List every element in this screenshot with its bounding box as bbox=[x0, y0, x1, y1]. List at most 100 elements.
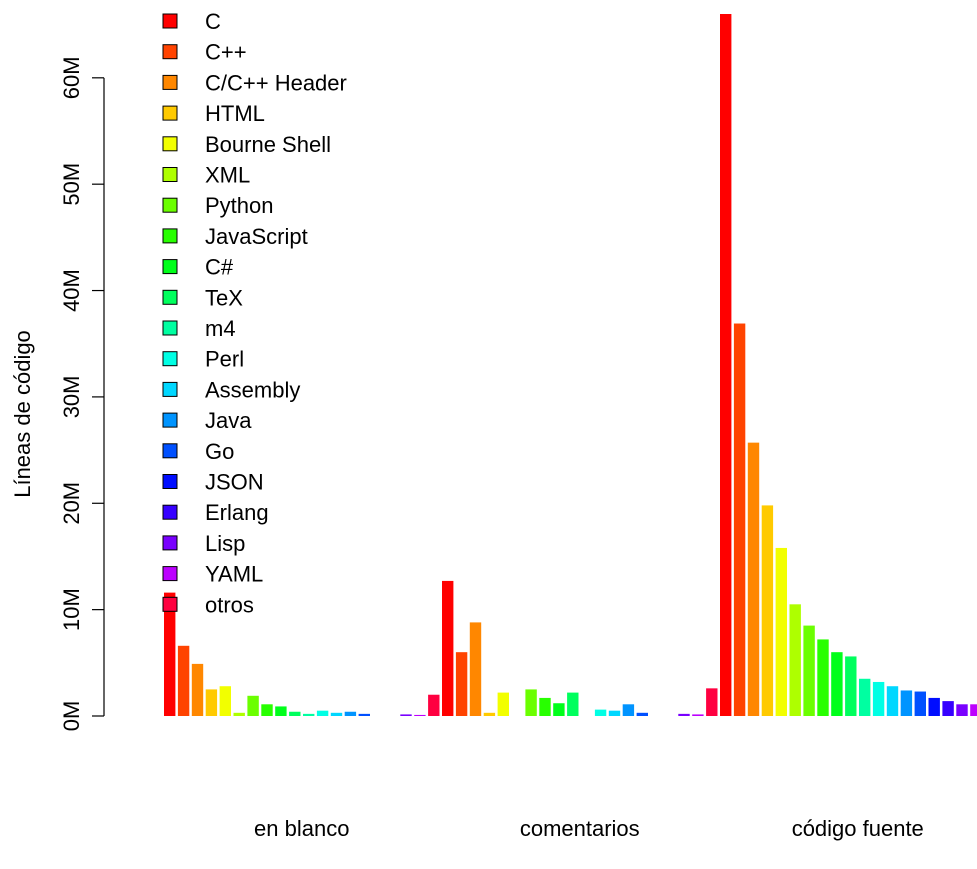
legend-swatch bbox=[162, 289, 178, 305]
legend-label: Bourne Shell bbox=[205, 132, 331, 157]
legend-label: Java bbox=[205, 408, 252, 433]
bar-tex-0 bbox=[289, 711, 301, 716]
legend-swatch bbox=[162, 351, 178, 367]
y-tick-label: 30M bbox=[59, 376, 84, 419]
legend-swatch bbox=[162, 412, 178, 428]
y-tick-label: 0M bbox=[59, 701, 84, 732]
legend-swatch bbox=[162, 443, 178, 459]
legend-label: Perl bbox=[205, 347, 244, 372]
bar-erlang-2 bbox=[942, 701, 954, 716]
bar-c--0 bbox=[275, 706, 287, 716]
bar-javascript-0 bbox=[261, 704, 273, 716]
legend-swatch bbox=[162, 167, 178, 182]
bar-bourne-shell-0 bbox=[219, 686, 231, 716]
bar-bourne-shell-1 bbox=[497, 692, 509, 716]
bar-otros-1 bbox=[706, 688, 718, 716]
bar-xml-0 bbox=[233, 712, 245, 716]
bar-html-1 bbox=[483, 712, 496, 716]
legend-label: Erlang bbox=[205, 500, 269, 525]
y-axis: 0M 10M 20M 30M 40M 50M 60M bbox=[59, 56, 105, 732]
y-tick-label: 40M bbox=[59, 269, 84, 312]
category-labels: en blanco comentarios código fuente bbox=[254, 816, 924, 841]
legend-label: C# bbox=[205, 255, 234, 280]
bar-java-2 bbox=[900, 690, 913, 716]
y-tick-label: 50M bbox=[59, 163, 84, 206]
bar-assembly-0 bbox=[330, 712, 343, 716]
legend-swatch bbox=[162, 566, 178, 582]
bar-tex-1 bbox=[567, 692, 579, 716]
y-tick-label: 60M bbox=[59, 56, 84, 99]
bar-bourne-shell-2 bbox=[775, 547, 787, 716]
legend-label: Assembly bbox=[205, 377, 300, 402]
bar-javascript-2 bbox=[817, 639, 829, 716]
legend-swatch bbox=[162, 13, 178, 29]
bar-lisp-0 bbox=[400, 714, 412, 716]
bar-c-c-header-2 bbox=[747, 442, 760, 716]
bar-c--2 bbox=[733, 323, 746, 716]
bar-xml-2 bbox=[789, 604, 801, 716]
legend-label: JavaScript bbox=[205, 224, 308, 249]
legend-label: JSON bbox=[205, 470, 264, 495]
bar-c-c-header-0 bbox=[191, 663, 204, 716]
bar-c-c-header-1 bbox=[469, 622, 482, 716]
bar-otros-0 bbox=[428, 694, 440, 716]
legend-swatch bbox=[162, 535, 178, 551]
bar-html-2 bbox=[761, 505, 774, 716]
legend: C C++ C/C++ Header HTML Bourne Shell XML Pytho… bbox=[162, 9, 347, 617]
bar-go-0 bbox=[358, 713, 370, 716]
category-label: comentarios bbox=[520, 816, 640, 841]
legend-swatch bbox=[162, 381, 178, 397]
bar-tex-2 bbox=[845, 656, 857, 716]
legend-swatch bbox=[162, 596, 178, 612]
bar-java-1 bbox=[622, 704, 635, 716]
legend-label: C/C++ Header bbox=[205, 70, 347, 95]
bar-go-1 bbox=[636, 712, 648, 716]
bar-c--2 bbox=[831, 652, 843, 716]
legend-swatch bbox=[162, 197, 178, 213]
legend-swatch bbox=[162, 228, 178, 244]
bar-python-1 bbox=[525, 689, 537, 716]
bar-c--0 bbox=[177, 645, 190, 716]
legend-swatch bbox=[162, 44, 178, 60]
bars bbox=[164, 14, 977, 716]
legend-swatch bbox=[162, 504, 178, 520]
bar-perl-0 bbox=[316, 710, 329, 716]
bar-c-1 bbox=[442, 580, 454, 716]
y-tick-label: 20M bbox=[59, 482, 84, 525]
legend-label: TeX bbox=[205, 285, 243, 310]
y-axis-title: Líneas de código bbox=[10, 330, 35, 498]
legend-swatch bbox=[162, 259, 178, 275]
bar-c-0 bbox=[164, 592, 176, 716]
bar-java-0 bbox=[344, 711, 357, 716]
bar-perl-2 bbox=[872, 681, 885, 716]
bar-assembly-2 bbox=[886, 686, 899, 716]
legend-label: C++ bbox=[205, 40, 247, 65]
bar-javascript-1 bbox=[539, 697, 551, 716]
bar-c--1 bbox=[455, 652, 468, 716]
bar-python-2 bbox=[803, 625, 815, 716]
legend-label: m4 bbox=[205, 316, 236, 341]
bar-lisp-1 bbox=[678, 713, 690, 716]
bar-python-0 bbox=[247, 695, 259, 716]
legend-label: YAML bbox=[205, 562, 263, 587]
bar-perl-1 bbox=[594, 709, 607, 716]
bar-m4-0 bbox=[303, 713, 315, 716]
bar-lisp-2 bbox=[956, 704, 968, 716]
legend-label: Lisp bbox=[205, 531, 245, 556]
bar-go-2 bbox=[914, 691, 926, 716]
category-label: en blanco bbox=[254, 816, 349, 841]
bar-json-2 bbox=[928, 697, 940, 716]
bar-assembly-1 bbox=[608, 710, 621, 716]
legend-swatch bbox=[162, 474, 178, 489]
legend-label: HTML bbox=[205, 101, 265, 126]
legend-label: XML bbox=[205, 163, 250, 188]
legend-swatch bbox=[162, 105, 178, 121]
bar-yaml-1 bbox=[692, 714, 704, 716]
bar-yaml-2 bbox=[970, 704, 977, 716]
y-tick-label: 10M bbox=[59, 588, 84, 631]
legend-swatch bbox=[162, 74, 178, 90]
bar-c-2 bbox=[720, 14, 732, 716]
legend-label: otros bbox=[205, 592, 254, 617]
category-label: código fuente bbox=[792, 816, 924, 841]
bar-yaml-0 bbox=[414, 714, 426, 716]
